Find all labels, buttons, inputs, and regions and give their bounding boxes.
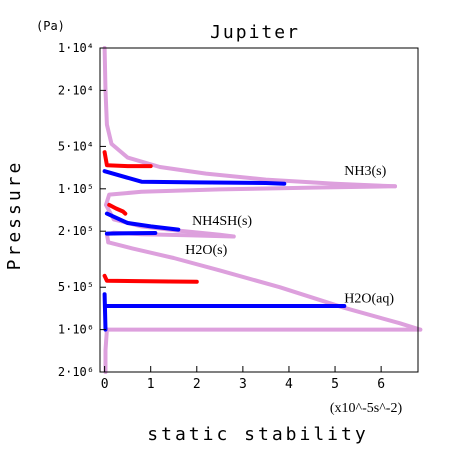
y-axis-label: Pressure xyxy=(4,160,25,271)
x-tick-label: 2 xyxy=(193,377,201,392)
annotation-label: NH3(s) xyxy=(344,164,386,179)
x-axis-label: static stability xyxy=(147,424,368,445)
axis-layer: 0 1 2 3 4 5 6 1·10⁴ 2·10⁴ 5·10⁴ 1·10⁵ 2·10⁵ 5·10⁵ 1·1… xyxy=(58,41,419,392)
series-0-segment-4 xyxy=(106,240,423,332)
x-tick-label: 4 xyxy=(285,377,293,392)
x-tick-label: 5 xyxy=(331,377,339,392)
x-tick-label: 1 xyxy=(147,377,155,392)
x-tick-label: 6 xyxy=(377,377,385,392)
x-tick-label: 3 xyxy=(239,377,247,392)
y-tick-label: 1·10⁵ xyxy=(58,182,94,196)
y-tick-label: 2·10⁴ xyxy=(58,83,94,97)
y-tick-label: 5·10⁴ xyxy=(58,139,94,153)
annotation-label: H2O(s) xyxy=(185,243,227,258)
y-tick-label: 1·10⁴ xyxy=(58,41,94,55)
series-layer xyxy=(102,46,423,374)
chart-title: Jupiter xyxy=(210,22,300,43)
series-2-segment-2 xyxy=(102,273,199,284)
series-1-segment-1 xyxy=(104,211,181,232)
series-0-segment-0 xyxy=(102,46,397,189)
series-1-segment-0 xyxy=(102,169,287,186)
x-tick-label: 0 xyxy=(101,377,109,392)
y-tick-label: 5·10⁵ xyxy=(58,280,94,294)
series-2-segment-0 xyxy=(102,150,153,169)
y-tick-label: 1·10⁶ xyxy=(58,323,94,337)
series-0-segment-6 xyxy=(103,327,109,374)
series-0-segment-1 xyxy=(104,184,397,207)
annotation-label: H2O(aq) xyxy=(344,291,394,306)
series-2-segment-1 xyxy=(107,202,128,216)
annotation-label: NH4SH(s) xyxy=(192,214,252,229)
series-2 xyxy=(102,150,199,284)
series-1-segment-2 xyxy=(104,231,158,236)
y-tick-label: 2·10⁶ xyxy=(58,365,94,379)
y-tick-label: 2·10⁵ xyxy=(58,224,94,238)
plot-frame xyxy=(99,47,419,373)
series-0 xyxy=(102,46,423,374)
x-axis-unit: (x10^-5s^-2) xyxy=(330,401,403,416)
y-axis-unit: (Pa) xyxy=(36,19,65,33)
series-1-segment-4 xyxy=(102,292,108,332)
annotation-layer: NH3(s) NH4SH(s) H2O(s) H2O(aq) xyxy=(185,164,394,306)
series-1 xyxy=(102,169,347,332)
